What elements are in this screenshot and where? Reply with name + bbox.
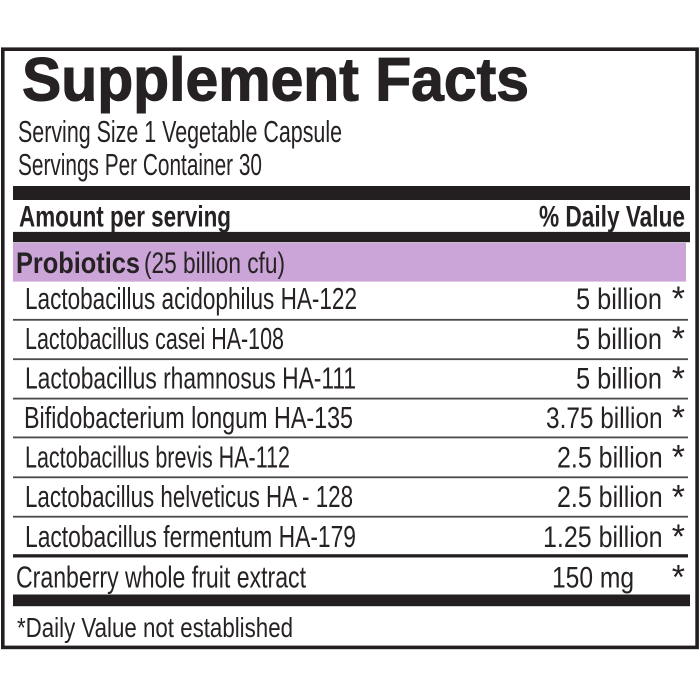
svg-text:Lactobacillus fermentum HA-179: Lactobacillus fermentum HA-179: [25, 520, 356, 554]
svg-text:*: *: [672, 518, 685, 556]
svg-text:(25 billion cfu): (25 billion cfu): [144, 247, 285, 280]
svg-text:*: *: [672, 399, 685, 437]
svg-text:*: *: [672, 478, 685, 516]
svg-text:Amount per serving: Amount per serving: [19, 200, 231, 233]
svg-text:150 mg: 150 mg: [552, 561, 634, 594]
svg-text:Lactobacillus rhamnosus HA-111: Lactobacillus rhamnosus HA-111: [25, 362, 356, 396]
svg-text:*: *: [672, 320, 685, 358]
svg-text:*: *: [672, 439, 685, 477]
svg-text:*: *: [672, 280, 685, 318]
svg-text:% Daily Value: % Daily Value: [539, 200, 685, 233]
svg-text:2.5 billion: 2.5 billion: [557, 481, 663, 514]
svg-text:5 billion: 5 billion: [576, 363, 662, 396]
svg-text:Serving Size 1 Vegetable Capsu: Serving Size 1 Vegetable Capsule: [18, 116, 342, 149]
svg-text:Lactobacillus casei HA-108: Lactobacillus casei HA-108: [25, 322, 284, 356]
svg-text:Lactobacillus brevis HA-112: Lactobacillus brevis HA-112: [25, 440, 290, 474]
svg-text:5 billion: 5 billion: [576, 323, 662, 356]
svg-text:*: *: [672, 559, 685, 597]
svg-text:Lactobacillus acidophilus HA-1: Lactobacillus acidophilus HA-122: [25, 282, 357, 316]
svg-text:Supplement Facts: Supplement Facts: [22, 46, 529, 115]
svg-text:Servings Per Container 30: Servings Per Container 30: [18, 149, 262, 182]
svg-text:*: *: [672, 360, 685, 398]
svg-text:2.5 billion: 2.5 billion: [557, 441, 663, 474]
svg-text:3.75 billion: 3.75 billion: [546, 402, 663, 435]
svg-text:Lactobacillus helveticus HA -: Lactobacillus helveticus HA - 128: [25, 480, 353, 514]
svg-text:5 billion: 5 billion: [576, 283, 662, 316]
svg-text:*Daily Value not established: *Daily Value not established: [17, 612, 293, 643]
svg-text:Probiotics: Probiotics: [16, 247, 140, 280]
svg-text:Cranberry whole fruit extract: Cranberry whole fruit extract: [16, 560, 306, 594]
svg-text:1.25 billion: 1.25 billion: [543, 521, 663, 554]
svg-text:Bifidobacterium longum HA-135: Bifidobacterium longum HA-135: [24, 401, 353, 435]
